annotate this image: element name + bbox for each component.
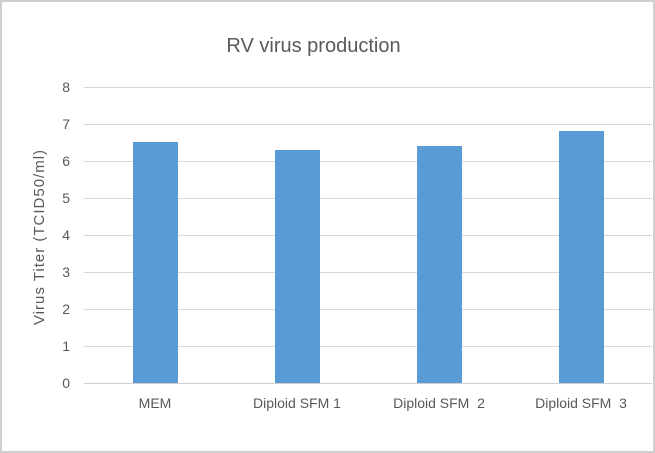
- gridline: [84, 309, 652, 310]
- bar-diploid-sfm-1: [275, 150, 320, 383]
- y-tick-label: 6: [62, 153, 70, 169]
- gridline: [84, 198, 652, 199]
- bar-diploid-sfm-3: [559, 131, 604, 383]
- y-tick-label: 3: [62, 264, 70, 280]
- y-tick-label: 7: [62, 116, 70, 132]
- y-tick-label: 5: [62, 190, 70, 206]
- x-axis-line: [84, 383, 652, 384]
- y-tick-label: 0: [62, 375, 70, 391]
- y-tick-label: 4: [62, 227, 70, 243]
- x-category-label: Diploid SFM 3: [535, 395, 627, 411]
- x-category-label: MEM: [138, 395, 172, 411]
- bar-mem: [133, 142, 178, 383]
- gridline: [84, 346, 652, 347]
- y-tick-label: 8: [62, 79, 70, 95]
- gridline: [84, 272, 652, 273]
- bar-diploid-sfm-2: [417, 146, 462, 383]
- chart-title: RV virus production: [226, 35, 401, 57]
- y-tick-label: 2: [62, 301, 70, 317]
- y-tick-label: 1: [62, 338, 70, 354]
- gridline: [84, 161, 652, 162]
- gridline: [84, 124, 652, 125]
- x-category-label: Diploid SFM 1: [253, 395, 341, 411]
- x-category-label: Diploid SFM 2: [393, 395, 485, 411]
- plot-area: [84, 87, 652, 384]
- gridline: [84, 235, 652, 236]
- gridline: [84, 87, 652, 88]
